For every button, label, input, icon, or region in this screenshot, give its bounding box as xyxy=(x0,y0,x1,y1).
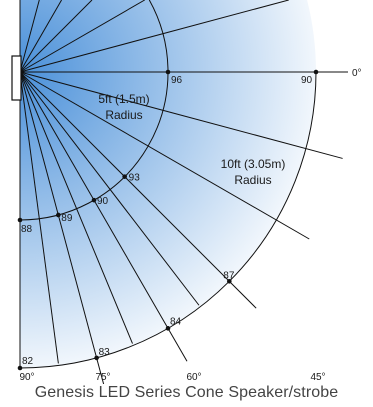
sound-level-label: 89 xyxy=(61,213,73,224)
angle-label-0: 0° xyxy=(352,68,362,79)
sound-level-label: 83 xyxy=(99,347,111,358)
sound-level-label: 96 xyxy=(171,75,183,86)
angle-label-60: 60° xyxy=(186,372,201,383)
sound-level-label: 84 xyxy=(170,316,182,327)
angle-ray-minor xyxy=(19,71,59,364)
speaker-icon xyxy=(11,55,22,101)
angle-ray-upper xyxy=(19,0,145,73)
angle-ray-upper xyxy=(19,0,289,73)
inner-radius-label: Radius xyxy=(105,108,142,122)
coverage-diagram-svg: 96 93 90 89 88 90 87 84 83 82 0° 45° 60° 75° 90° 5ft (1… xyxy=(11,0,362,395)
angle-ray-upper xyxy=(19,0,93,73)
angle-ray-75 xyxy=(19,71,107,395)
angle-ray-upper xyxy=(19,0,63,73)
measurement-point xyxy=(17,365,23,371)
inner-radius-arc xyxy=(19,0,169,221)
angle-ray-30 xyxy=(19,71,310,240)
measurement-point xyxy=(165,69,171,75)
angle-label-45: 45° xyxy=(310,372,325,383)
outer-radius-label: Radius xyxy=(234,173,271,187)
measurement-point xyxy=(313,69,319,75)
sound-level-label: 88 xyxy=(21,224,33,235)
sound-level-label: 90 xyxy=(97,196,109,207)
measurement-point xyxy=(56,212,61,218)
sound-level-label: 93 xyxy=(129,173,141,184)
measurement-point xyxy=(17,217,23,223)
angle-ray-minor xyxy=(19,71,133,344)
angle-ray-upper xyxy=(19,0,40,73)
outer-radius-label: 10ft (3.05m) xyxy=(221,157,286,171)
diagram-caption: Genesis LED Series Cone Speaker/strobe xyxy=(34,384,339,401)
angle-ray-45 xyxy=(19,71,257,309)
coverage-fill-upper xyxy=(20,0,316,72)
angle-label-90: 90° xyxy=(19,372,34,383)
measurement-point xyxy=(122,174,127,179)
sound-level-label: 82 xyxy=(22,356,34,367)
angle-label-75: 75° xyxy=(95,372,110,383)
angle-ray-60 xyxy=(19,71,188,362)
measurement-point xyxy=(165,326,171,331)
angle-ray-15 xyxy=(19,71,343,159)
measurement-point xyxy=(94,355,99,361)
measurement-point xyxy=(227,279,232,284)
sound-level-label: 87 xyxy=(223,270,235,281)
angle-ray-minor xyxy=(19,71,200,306)
measurement-point xyxy=(91,197,97,203)
sound-level-label: 90 xyxy=(301,75,313,86)
inner-radius-label: 5ft (1.5m) xyxy=(98,92,149,106)
